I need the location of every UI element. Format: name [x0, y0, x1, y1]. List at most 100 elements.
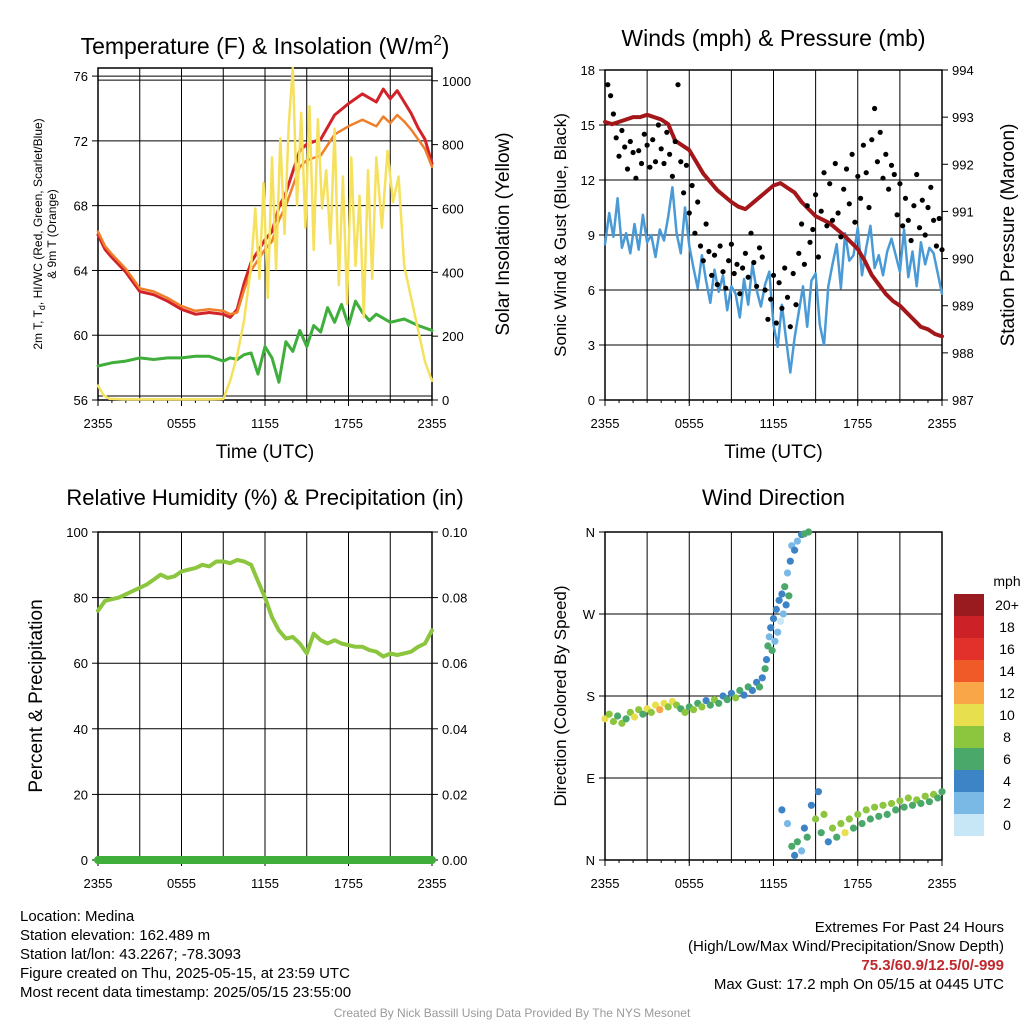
wdir-point: [768, 646, 776, 655]
wind-gust-point: [728, 241, 735, 247]
wind-gust-point: [619, 127, 625, 134]
wind-y2tick-label: 987: [952, 393, 974, 408]
wind-y2tick-label: 989: [952, 299, 974, 314]
wdir-point: [630, 713, 639, 721]
wind-gust-point: [768, 296, 774, 302]
wdir-legend-swatch: [954, 814, 984, 836]
temp-y2tick-label: 800: [442, 138, 464, 153]
rh-y2tick-label: 0.04: [442, 722, 467, 737]
wdir-point: [771, 637, 779, 645]
wdir-point: [800, 824, 809, 832]
wind-y2tick-label: 992: [952, 157, 974, 172]
wdir-point: [689, 706, 698, 714]
wind-gust-point: [810, 226, 816, 233]
wdir-point: [618, 719, 626, 727]
wind-gust-point: [605, 82, 611, 88]
wdir-point: [917, 799, 925, 808]
wdir-point: [656, 706, 664, 714]
wdir-point: [778, 590, 786, 598]
wind-gust-point: [667, 151, 673, 157]
wind-gust-point: [886, 186, 892, 192]
rh-ytick-label: 20: [74, 787, 88, 802]
wind-gust-point: [681, 190, 687, 196]
wind-gust-point: [627, 138, 633, 145]
wind-gust-point: [891, 171, 897, 178]
wind-gust-point: [641, 131, 647, 137]
wdir-xtick-label: 1155: [760, 876, 788, 891]
wdir-point: [755, 683, 764, 691]
wdir-point: [858, 820, 866, 828]
credit-text: Created By Nick Bassill Using Data Provi…: [333, 1006, 691, 1020]
wind-gust-point: [821, 170, 827, 176]
temp-y2tick-label: 600: [442, 201, 464, 216]
wdir-point: [681, 708, 689, 717]
wind-gust-point: [931, 217, 937, 223]
wdir-point: [824, 838, 832, 846]
wind-xtick-label: 0555: [675, 416, 704, 431]
wind-gust-point: [855, 173, 861, 179]
wdir-legend-label: 6: [1003, 751, 1011, 767]
extremes-info: Extremes For Past 24 Hours (High/Low/Max…: [688, 918, 1004, 994]
wind-gust-point: [790, 270, 796, 277]
wind-gust-point: [714, 281, 720, 288]
wdir-legend-label: 20+: [995, 597, 1019, 613]
wdir-point: [761, 665, 769, 673]
wind-ytick-label: 15: [581, 118, 595, 133]
wind-series-pressure: [603, 112, 944, 339]
temp-ytick-label: 56: [74, 393, 88, 408]
wdir-point: [765, 633, 773, 641]
wdir-point: [934, 794, 942, 802]
wdir-xtick-label: 2355: [928, 876, 957, 891]
rh-ytick-label: 80: [74, 591, 88, 606]
rh-y2tick-label: 0.06: [442, 656, 467, 671]
wind-gust-point: [664, 129, 670, 135]
wind-gust-point: [779, 305, 785, 311]
wind-gust-point: [858, 195, 864, 201]
temp-ytick-label: 76: [74, 69, 88, 84]
wdir-point: [767, 624, 775, 632]
wind-gust-point: [813, 192, 819, 198]
wdir-point: [812, 815, 820, 823]
wind-gust-point: [756, 245, 763, 251]
wind-gust-point: [849, 151, 855, 157]
wind-gust-point: [633, 175, 639, 181]
wind-gust-point: [650, 137, 656, 143]
wind-gust-point: [902, 195, 909, 201]
location-text: Location: Medina: [20, 908, 135, 925]
wdir-ytick-label: S: [586, 689, 595, 704]
wind-gust-point: [754, 283, 760, 289]
wdir-point: [828, 824, 837, 832]
wind-gust-point: [661, 160, 667, 167]
wind-gust-point: [734, 261, 740, 267]
wdir-point: [736, 686, 744, 695]
wdir-legend-label: 12: [999, 685, 1015, 701]
wind-gust-point: [824, 223, 830, 229]
wdir-point: [871, 803, 879, 811]
wind-gust-point: [835, 210, 841, 216]
elevation-text: Station elevation: 162.489 m: [20, 927, 211, 944]
temp-title: Temperature (F) & Insolation (W/m2): [81, 32, 450, 59]
extremes-subtitle: (High/Low/Max Wind/Precipitation/Snow De…: [688, 938, 1004, 955]
wdir-point: [887, 799, 896, 808]
wdir-point: [626, 708, 634, 717]
wind-gust-point: [647, 164, 653, 170]
wdir-point: [639, 710, 647, 718]
wdir-xtick-label: 1755: [843, 876, 872, 891]
wdir-point: [798, 847, 806, 855]
wind-gust-point: [751, 259, 757, 266]
wind-gust-point: [877, 129, 883, 135]
wdir-legend-label: 10: [999, 707, 1015, 723]
wind-gust-point: [644, 142, 650, 148]
wind-gust-point: [894, 212, 900, 218]
wdir-legend-label: 8: [1003, 729, 1011, 745]
wind-gust-point: [683, 162, 690, 168]
wdir-point: [875, 812, 883, 820]
wind-gust-point: [745, 274, 751, 280]
wdir-ytick-label: N: [586, 525, 595, 540]
wind-gust-point: [925, 204, 931, 211]
wdir-point: [896, 797, 904, 805]
station-info: Location: Medina Station elevation: 162.…: [20, 907, 351, 1002]
temp-xtick-label: 2355: [84, 416, 113, 431]
wdir-legend-label: 4: [1003, 773, 1011, 789]
